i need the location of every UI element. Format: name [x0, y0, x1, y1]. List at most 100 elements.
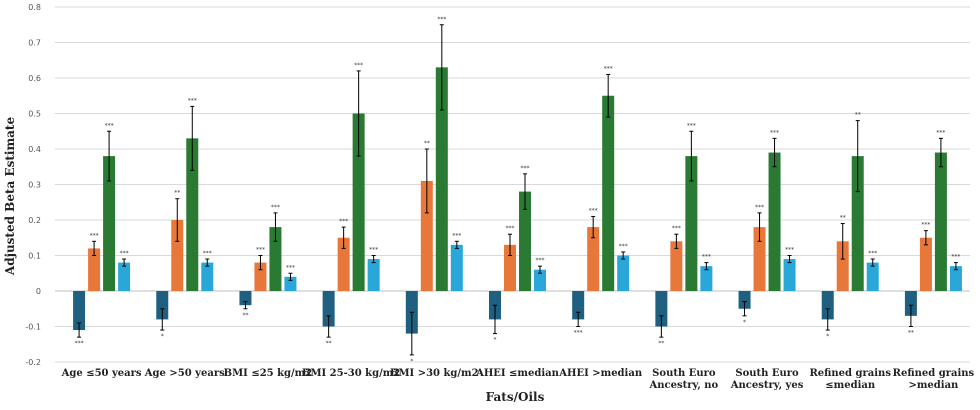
x-tick-label: South Euro — [735, 368, 799, 379]
y-tick-label: 0.7 — [28, 39, 41, 48]
x-tick-label: Ancestry, yes — [730, 380, 804, 391]
significance-label: ** — [658, 340, 664, 347]
x-tick-label: ≤median — [825, 380, 876, 391]
bar — [738, 291, 751, 309]
bar — [919, 237, 932, 291]
y-tick-label: -0.2 — [25, 358, 41, 367]
y-tick-label: 0.8 — [28, 3, 41, 12]
bar — [239, 291, 252, 306]
bar — [768, 152, 781, 291]
significance-label: ** — [424, 140, 430, 147]
significance-label: *** — [452, 232, 461, 239]
significance-label: ** — [840, 215, 846, 222]
significance-label: * — [743, 319, 746, 326]
bar — [821, 291, 834, 320]
y-tick-label: 0.1 — [28, 252, 41, 261]
x-axis-title: Fats/Oils — [486, 390, 545, 404]
bar — [572, 291, 585, 320]
y-tick-label: 0 — [36, 287, 41, 296]
bar — [534, 269, 546, 291]
x-tick-label: Refined grains — [809, 368, 891, 379]
bar — [88, 248, 101, 291]
bar — [367, 259, 380, 291]
bar — [904, 291, 917, 316]
y-axis-title: Adjusted Beta Estimate — [3, 117, 17, 277]
bar — [866, 262, 879, 291]
significance-label: *** — [271, 204, 280, 211]
y-tick-label: 0.2 — [28, 216, 41, 225]
bar — [103, 156, 116, 291]
bar — [201, 262, 214, 291]
significance-label: *** — [354, 62, 363, 69]
x-tick-label: >median — [908, 380, 959, 391]
bar — [949, 266, 962, 291]
significance-label: *** — [574, 330, 583, 337]
significance-label: *** — [437, 16, 446, 23]
y-tick-label: 0.6 — [28, 74, 41, 83]
bar — [322, 291, 335, 327]
significance-label: *** — [687, 122, 696, 129]
bar — [73, 291, 86, 331]
bars — [73, 67, 962, 334]
significance-label: *** — [90, 232, 99, 239]
x-tick-label: AHEI ≤median — [475, 368, 560, 379]
significance-label: *** — [604, 65, 613, 72]
significance-label: *** — [521, 165, 530, 172]
significance-labels: ****************************************… — [75, 16, 961, 365]
significance-label: *** — [369, 247, 378, 254]
x-tick-label: Refined grains — [893, 368, 975, 379]
significance-label: ** — [326, 340, 332, 347]
bar — [269, 227, 282, 291]
x-tick-label: South Euro — [652, 368, 716, 379]
bar — [504, 244, 516, 291]
bar — [700, 266, 713, 291]
significance-label: * — [826, 333, 829, 340]
x-tick-label: Ancestry, no — [648, 380, 718, 391]
bar — [617, 255, 630, 291]
bar — [118, 262, 131, 291]
y-tick-label: 0.3 — [28, 181, 41, 190]
significance-label: ** — [908, 330, 914, 337]
y-tick-label: 0.4 — [28, 145, 41, 154]
x-tick-label: BMI 25-30 kg/m2 — [302, 368, 400, 379]
significance-label: ** — [242, 312, 248, 319]
x-tick-label: AHEI >median — [558, 368, 643, 379]
error-bars — [77, 24, 958, 356]
x-tick-label: Age >50 years — [144, 368, 225, 379]
x-tick-label: BMI ≤25 kg/m2 — [224, 368, 313, 379]
significance-label: * — [494, 337, 497, 344]
significance-label: *** — [936, 129, 945, 136]
significance-label: *** — [506, 225, 515, 232]
bar — [836, 241, 849, 291]
significance-label: ** — [174, 190, 180, 197]
significance-label: *** — [536, 257, 545, 264]
bar — [156, 291, 169, 320]
significance-label: * — [410, 358, 413, 365]
bar — [435, 67, 448, 291]
bar — [934, 152, 947, 291]
significance-label: *** — [755, 204, 764, 211]
significance-label: * — [161, 333, 164, 340]
significance-label: *** — [256, 247, 265, 254]
bar — [783, 259, 796, 291]
y-tick-label: -0.1 — [25, 323, 41, 332]
bar — [851, 156, 864, 291]
x-tick-label: BMI >30 kg/m2 — [390, 368, 479, 379]
bar — [337, 237, 350, 291]
x-tick-label: Age ≤50 years — [61, 368, 142, 379]
bar — [352, 113, 365, 291]
significance-label: *** — [203, 250, 212, 257]
significance-label: *** — [75, 340, 84, 347]
bar — [254, 262, 267, 291]
significance-label: *** — [921, 222, 930, 229]
significance-label: *** — [785, 247, 794, 254]
significance-label: *** — [672, 225, 681, 232]
bar — [519, 191, 531, 291]
bar — [655, 291, 668, 327]
significance-label: *** — [951, 254, 960, 261]
bar — [450, 244, 463, 291]
bar — [685, 156, 698, 291]
bar — [587, 227, 600, 291]
